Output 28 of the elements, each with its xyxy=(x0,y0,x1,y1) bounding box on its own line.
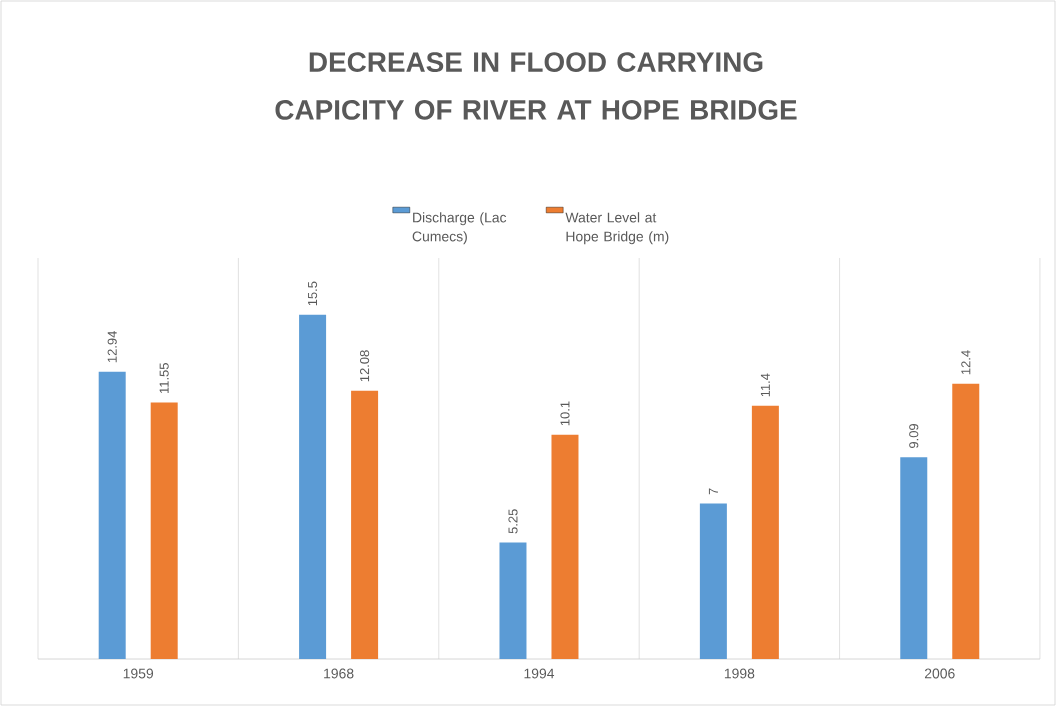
x-tick-label: 1998 xyxy=(724,668,755,679)
data-label: 10.1 xyxy=(560,401,570,426)
bar xyxy=(150,402,178,659)
data-label: 12.94 xyxy=(107,331,117,363)
bar xyxy=(952,383,980,659)
bar xyxy=(351,390,379,659)
x-tick-label: 1959 xyxy=(123,668,154,679)
bar xyxy=(499,542,527,659)
data-label: 9.09 xyxy=(909,424,919,449)
bar xyxy=(900,457,928,659)
legend-label: Discharge (Lac Cumecs) xyxy=(412,212,507,245)
bar xyxy=(98,371,126,659)
x-tick-label: 1994 xyxy=(524,668,555,679)
bar xyxy=(299,314,327,659)
x-tick-label: 2006 xyxy=(924,668,955,679)
bar xyxy=(751,405,779,659)
data-label: 5.25 xyxy=(508,509,518,534)
chart-title: DECREASE IN FLOOD CARRYING CAPICITY OF RIVER AT HOPE BRIDGE xyxy=(275,52,797,120)
bar xyxy=(551,434,579,659)
data-label: 12.4 xyxy=(961,350,971,375)
data-label: 15.5 xyxy=(308,281,318,306)
bar xyxy=(699,503,727,659)
legend-label: Water Level at Hope Bridge (m) xyxy=(565,212,669,245)
data-label: 12.08 xyxy=(360,350,370,382)
data-label: 11.4 xyxy=(760,373,770,397)
data-label: 11.55 xyxy=(159,363,169,393)
data-label: 7 xyxy=(708,488,718,495)
x-tick-label: 1968 xyxy=(324,668,354,679)
